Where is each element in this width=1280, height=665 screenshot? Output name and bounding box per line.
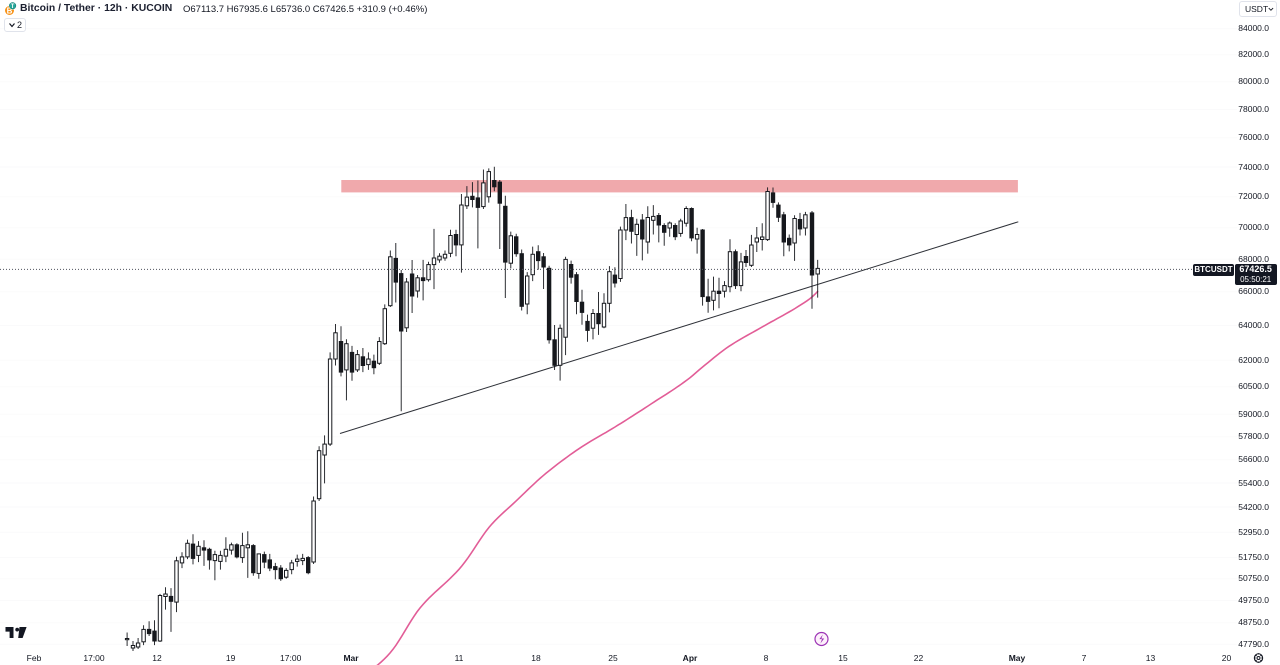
svg-text:B: B: [7, 6, 13, 15]
svg-text:T: T: [11, 4, 15, 10]
